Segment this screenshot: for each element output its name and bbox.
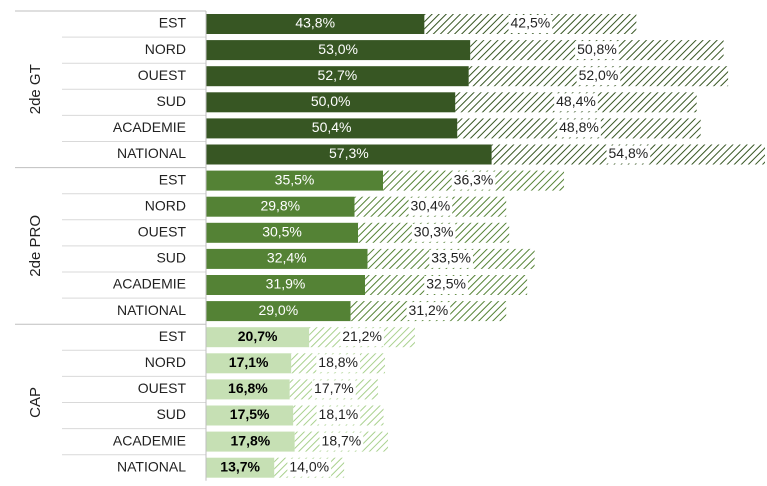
bar xyxy=(206,170,384,191)
label-background xyxy=(429,249,473,268)
value-label: 18,7% xyxy=(322,432,362,448)
category-label: NORD xyxy=(145,41,186,57)
label-background xyxy=(287,458,332,477)
label-background xyxy=(340,328,384,347)
value-label: 50,4% xyxy=(312,119,352,135)
value-label: 30,5% xyxy=(262,224,302,240)
value-label: 33,5% xyxy=(431,250,471,266)
category-label: SUD xyxy=(156,250,186,266)
value-label: 14,0% xyxy=(289,458,329,474)
category-label: NORD xyxy=(145,197,186,213)
bar xyxy=(206,14,425,34)
category-label: NORD xyxy=(145,354,186,370)
value-label: 17,7% xyxy=(314,380,354,396)
label-background xyxy=(408,197,453,216)
bar xyxy=(206,144,492,165)
bar xyxy=(206,92,456,113)
category-label: OUEST xyxy=(138,380,187,396)
value-label: 50,8% xyxy=(577,41,617,57)
category-label: ACADEMIE xyxy=(113,432,186,448)
value-label: 18,1% xyxy=(319,406,359,422)
value-label: 54,8% xyxy=(609,145,649,161)
value-label: 30,4% xyxy=(411,197,451,213)
group-label: 2de GT xyxy=(27,64,44,114)
category-label: SUD xyxy=(156,406,186,422)
bar xyxy=(206,196,355,217)
category-label: EST xyxy=(159,328,187,344)
group-label: 2de PRO xyxy=(27,215,44,277)
label-background xyxy=(557,119,601,138)
value-label: 20,7% xyxy=(238,328,278,344)
category-label: ACADEMIE xyxy=(113,119,186,135)
bar xyxy=(206,379,290,400)
label-background xyxy=(316,406,361,425)
category-label: SUD xyxy=(156,93,186,109)
value-label: 30,3% xyxy=(414,224,454,240)
value-label: 21,2% xyxy=(342,328,382,344)
bar xyxy=(206,353,292,374)
value-label: 31,9% xyxy=(266,276,306,292)
value-label: 31,2% xyxy=(409,302,449,318)
category-label: OUEST xyxy=(138,224,187,240)
value-label: 53,0% xyxy=(318,41,358,57)
category-label: OUEST xyxy=(138,67,187,83)
group-label: CAP xyxy=(27,387,44,418)
bar xyxy=(206,405,294,426)
value-label: 17,1% xyxy=(229,354,269,370)
label-background xyxy=(424,276,468,294)
label-background xyxy=(575,41,619,60)
value-label: 48,8% xyxy=(559,119,599,135)
category-label: EST xyxy=(159,171,187,187)
value-label: 29,0% xyxy=(258,302,298,318)
value-label: 18,8% xyxy=(318,354,358,370)
bar xyxy=(206,66,469,87)
value-label: 48,4% xyxy=(556,93,596,109)
value-label: 43,8% xyxy=(295,15,335,31)
label-background xyxy=(319,432,364,451)
value-label: 17,5% xyxy=(230,406,270,422)
label-background xyxy=(451,171,496,190)
bar xyxy=(206,275,366,295)
value-label: 13,7% xyxy=(220,458,260,474)
value-label: 57,3% xyxy=(329,145,369,161)
value-label: 32,5% xyxy=(426,276,466,292)
category-label: ACADEMIE xyxy=(113,276,186,292)
value-label: 36,3% xyxy=(454,171,494,187)
label-background xyxy=(554,93,598,112)
bar xyxy=(206,327,310,348)
label-background xyxy=(411,223,456,242)
value-label: 17,8% xyxy=(231,432,271,448)
category-label: NATIONAL xyxy=(117,458,186,474)
label-background xyxy=(576,67,621,86)
category-label: NATIONAL xyxy=(117,145,186,161)
label-background xyxy=(316,354,360,373)
category-label: EST xyxy=(159,15,187,31)
label-background xyxy=(606,145,651,164)
bar xyxy=(206,222,359,243)
value-label: 52,7% xyxy=(318,67,358,83)
value-label: 42,5% xyxy=(511,15,551,31)
bar xyxy=(206,457,275,478)
value-label: 52,0% xyxy=(579,67,619,83)
value-label: 50,0% xyxy=(311,93,351,109)
value-label: 35,5% xyxy=(275,171,315,187)
value-label: 16,8% xyxy=(228,380,268,396)
bar xyxy=(206,248,368,269)
bar xyxy=(206,431,295,452)
value-label: 32,4% xyxy=(267,250,307,266)
category-label: NATIONAL xyxy=(117,302,186,318)
label-background xyxy=(508,15,553,33)
label-background xyxy=(312,380,356,399)
bar xyxy=(206,118,458,139)
bar xyxy=(206,40,471,61)
label-background xyxy=(406,302,451,321)
bar xyxy=(206,301,351,322)
value-label: 29,8% xyxy=(260,197,300,213)
